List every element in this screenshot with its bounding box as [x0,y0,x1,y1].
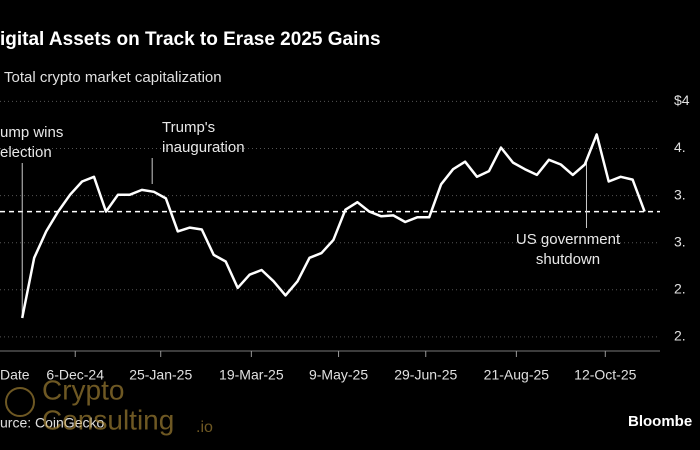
brand: Bloombe [628,413,692,430]
x-tick-label: 29-Jun-25 [394,367,457,383]
annotation-text: election [0,144,52,161]
x-tick-label: 21-Aug-25 [484,367,550,383]
chart-subtitle: Total crypto market capitalization [4,69,222,86]
watermark: Crypto Consulting .io [5,374,213,436]
chart-title: igital Assets on Track to Erase 2025 Gai… [0,29,381,50]
x-tick-label: 9-May-25 [309,367,368,383]
y-tick-label: 3. [674,233,686,249]
source: urce: CoinGecko [0,415,104,431]
annotation-text: Trump's [162,119,215,136]
watermark-logo [5,387,35,417]
y-tick-label: 2. [674,280,686,296]
watermark-text: .io [196,419,213,436]
x-tick-label: 12-Oct-25 [574,367,636,383]
y-tick-label: 2. [674,328,686,344]
annotation-text: shutdown [536,251,600,268]
annotation-text: ump wins [0,124,63,141]
annotation-text: US government [516,231,621,248]
data-line [20,133,646,319]
y-tick-label: 4. [674,139,686,155]
y-tick-label: 3. [674,186,686,202]
annotation-text: inauguration [162,139,245,156]
watermark-text: Consulting [42,404,174,435]
watermark-text: Crypto [42,374,124,405]
x-tick-label: 19-Mar-25 [219,367,284,383]
x-tick-label: 25-Jan-25 [129,367,192,383]
x-axis-label: Date [0,367,30,383]
y-tick-label: $4 [674,92,690,108]
x-tick-label: 6-Dec-24 [46,367,104,383]
